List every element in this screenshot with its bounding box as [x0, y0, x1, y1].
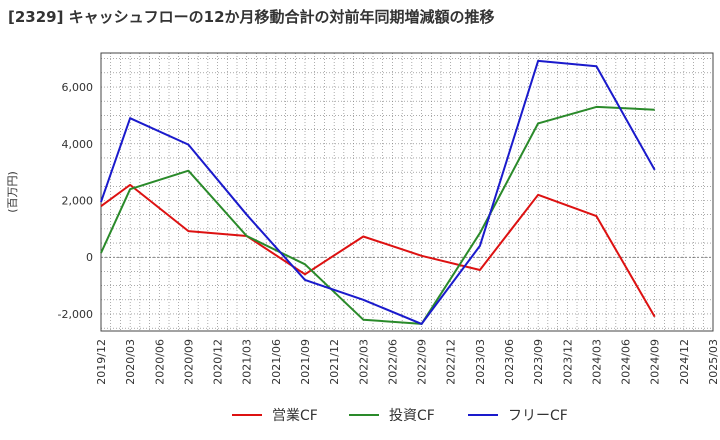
x-tick-label: 2023/09 — [532, 339, 545, 385]
x-tick-label: 2019/12 — [95, 339, 108, 385]
legend-label-1: 営業CF — [272, 408, 318, 424]
y-tick-label: 4,000 — [62, 138, 94, 151]
x-tick-label: 2022/09 — [416, 339, 429, 385]
legend-label-2: 投資CF — [389, 408, 435, 424]
x-tick-label: 2024/03 — [590, 339, 603, 385]
x-tick-label: 2021/03 — [241, 339, 254, 385]
x-tick-label: 2025/03 — [707, 339, 720, 385]
line-chart: -2,000 0 2,000 4,000 6,000 (百万円) 2019/12 2020/0… — [0, 0, 720, 440]
x-tick-label: 2021/12 — [328, 339, 341, 385]
x-tick-label: 2023/03 — [474, 339, 487, 385]
x-tick-label: 2022/06 — [386, 339, 399, 385]
x-tick-label: 2024/09 — [649, 339, 662, 385]
x-tick-label: 2020/09 — [182, 339, 195, 385]
x-tick-label: 2021/09 — [299, 339, 312, 385]
y-tick-label: 6,000 — [62, 81, 94, 94]
x-tick-label: 2020/03 — [124, 339, 137, 385]
y-axis-label: (百万円) — [6, 171, 19, 213]
plot-area — [101, 53, 713, 331]
x-tick-label: 2023/06 — [503, 339, 516, 385]
x-tick-label: 2024/06 — [620, 339, 633, 385]
x-tick-label: 2021/06 — [270, 339, 283, 385]
x-tick-label: 2020/06 — [153, 339, 166, 385]
x-tick-label: 2023/12 — [561, 339, 574, 385]
y-tick-label: 0 — [86, 251, 93, 264]
y-tick-label: 2,000 — [62, 195, 94, 208]
legend-label-3: フリーCF — [508, 408, 568, 424]
x-tick-label: 2024/12 — [678, 339, 691, 385]
x-tick-label: 2022/03 — [357, 339, 370, 385]
x-tick-label: 2022/12 — [445, 339, 458, 385]
y-tick-label: -2,000 — [58, 308, 93, 321]
x-tick-label: 2020/12 — [212, 339, 225, 385]
